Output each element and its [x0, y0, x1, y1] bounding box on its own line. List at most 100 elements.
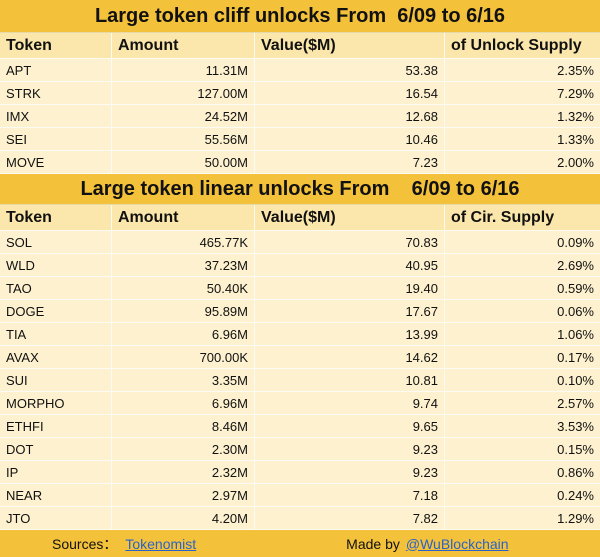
table-cell: 19.40: [255, 277, 445, 299]
header-cell: Amount: [112, 33, 255, 58]
table-cell: 1.29%: [557, 510, 594, 526]
table-cell: 0.06%: [557, 303, 594, 319]
table-title: Large token linear unlocks From 6/09 to …: [0, 174, 600, 205]
header-cell: Value($M): [255, 33, 445, 58]
unlock-table: Large token linear unlocks From 6/09 to …: [0, 174, 600, 530]
table-cell: 16.54: [255, 82, 445, 104]
table-row: TIA 6.96M 13.99 1.06%: [0, 323, 600, 346]
table-cell: 24.52M: [112, 105, 255, 127]
table-cell: 14.62: [255, 346, 445, 368]
table-cell: DOT: [0, 438, 112, 460]
table-cell: 1.06%: [557, 326, 594, 342]
table-cell: 50.00M: [112, 151, 255, 173]
table-cell: 2.97M: [112, 484, 255, 506]
table-cell: JTO: [0, 507, 112, 529]
table-cell: AVAX: [0, 346, 112, 368]
table-cell: 7.82: [255, 507, 445, 529]
table-cell: 3.35M: [112, 369, 255, 391]
table-cell: 0.10%: [557, 372, 594, 388]
table-cell: DOGE: [0, 300, 112, 322]
table-cell: 0.24%: [557, 487, 594, 503]
table-cell: 7.23: [255, 151, 445, 173]
table-cell: 9.74: [255, 392, 445, 414]
table-cell: 50.40K: [112, 277, 255, 299]
table-cell: 700.00K: [112, 346, 255, 368]
table-cell: 3.53%: [557, 418, 594, 434]
table-row: MORPHO 6.96M 9.74 2.57%: [0, 392, 600, 415]
table-cell: TAO: [0, 277, 112, 299]
footer: Sources： Tokenomist Made by @WuBlockchain: [0, 530, 600, 557]
table-cell: 2.69%: [557, 257, 594, 273]
table-row: SUI 3.35M 10.81 0.10%: [0, 369, 600, 392]
table-cell: 7.18: [255, 484, 445, 506]
table-cell: SOL: [0, 231, 112, 253]
table-cell: 11.31M: [112, 59, 255, 81]
table-cell: 2.30M: [112, 438, 255, 460]
table-cell: 10.46: [255, 128, 445, 150]
table-row: SOL 465.77K 70.83 0.09%: [0, 231, 600, 254]
made-by-link[interactable]: @WuBlockchain: [405, 535, 509, 552]
table-row: MOVE 50.00M 7.23 2.00%: [0, 151, 600, 174]
table-cell: 55.56M: [112, 128, 255, 150]
table-cell: 8.46M: [112, 415, 255, 437]
table-cell: IMX: [0, 105, 112, 127]
table-cell: 0.86%: [557, 464, 594, 480]
table-cell: 0.59%: [557, 280, 594, 296]
table-title: Large token cliff unlocks From 6/09 to 6…: [0, 0, 600, 33]
source-link[interactable]: Tokenomist: [125, 535, 197, 552]
header-cell: of Unlock Supply: [451, 36, 582, 54]
table-cell: 6.96M: [112, 323, 255, 345]
header-cell: of Cir. Supply: [451, 208, 555, 226]
table-cell: 9.23: [255, 461, 445, 483]
table-cell: 0.17%: [557, 349, 594, 365]
table-cell: 9.23: [255, 438, 445, 460]
table-cell: 7.29%: [557, 85, 594, 101]
table-cell: 0.09%: [557, 234, 594, 250]
table-cell: 2.35%: [557, 62, 594, 78]
header-row: Token Amount Value($M) of Cir. Supply: [0, 205, 600, 231]
table-cell: IP: [0, 461, 112, 483]
header-cell: Token: [0, 205, 112, 230]
table-cell: 13.99: [255, 323, 445, 345]
table-row: TAO 50.40K 19.40 0.59%: [0, 277, 600, 300]
table-cell: 10.81: [255, 369, 445, 391]
table-cell: 9.65: [255, 415, 445, 437]
table-cell: WLD: [0, 254, 112, 276]
table-row: IMX 24.52M 12.68 1.32%: [0, 105, 600, 128]
table-cell: 2.57%: [557, 395, 594, 411]
unlock-table: Large token cliff unlocks From 6/09 to 6…: [0, 0, 600, 174]
sources-label: Sources：: [52, 535, 118, 552]
table-row: IP 2.32M 9.23 0.86%: [0, 461, 600, 484]
table-cell: 4.20M: [112, 507, 255, 529]
table-cell: 127.00M: [112, 82, 255, 104]
table-cell: 95.89M: [112, 300, 255, 322]
table-cell: 0.15%: [557, 441, 594, 457]
table-cell: 2.00%: [557, 154, 594, 170]
header-cell: Amount: [112, 205, 255, 230]
table-cell: SUI: [0, 369, 112, 391]
table-row: SEI 55.56M 10.46 1.33%: [0, 128, 600, 151]
table-cell: 2.32M: [112, 461, 255, 483]
table-cell: APT: [0, 59, 112, 81]
header-cell: Value($M): [255, 205, 445, 230]
table-cell: 1.33%: [557, 131, 594, 147]
table-cell: MORPHO: [0, 392, 112, 414]
header-cell: Token: [0, 33, 112, 58]
table-row: WLD 37.23M 40.95 2.69%: [0, 254, 600, 277]
table-cell: SEI: [0, 128, 112, 150]
table-cell: 53.38: [255, 59, 445, 81]
table-cell: 465.77K: [112, 231, 255, 253]
table-cell: 37.23M: [112, 254, 255, 276]
table-cell: 1.32%: [557, 108, 594, 124]
table-cell: MOVE: [0, 151, 112, 173]
header-row: Token Amount Value($M) of Unlock Supply: [0, 33, 600, 59]
table-cell: 12.68: [255, 105, 445, 127]
table-cell: 70.83: [255, 231, 445, 253]
table-cell: ETHFI: [0, 415, 112, 437]
table-row: DOGE 95.89M 17.67 0.06%: [0, 300, 600, 323]
table-cell: TIA: [0, 323, 112, 345]
table-row: JTO 4.20M 7.82 1.29%: [0, 507, 600, 530]
table-cell: 40.95: [255, 254, 445, 276]
table-row: AVAX 700.00K 14.62 0.17%: [0, 346, 600, 369]
